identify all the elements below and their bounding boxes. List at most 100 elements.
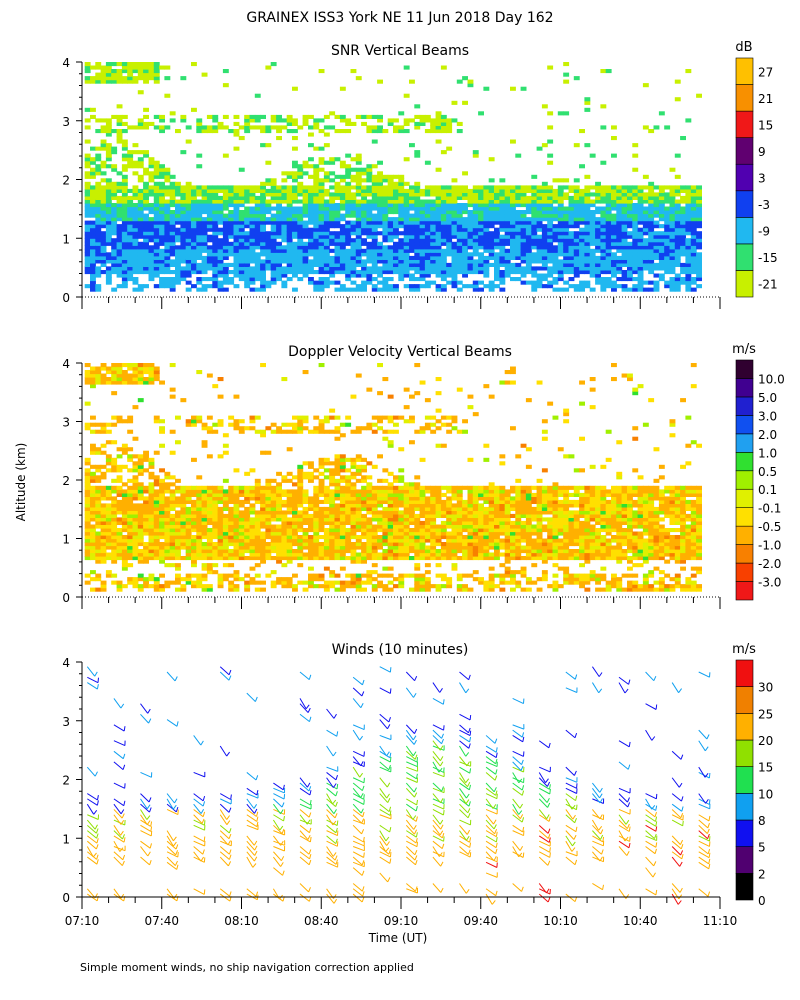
heat-cell	[430, 280, 437, 285]
heat-cell	[95, 72, 102, 77]
heat-cell	[132, 220, 139, 225]
heat-cell	[531, 270, 538, 275]
heat-cell	[318, 199, 325, 204]
heat-cell	[132, 535, 139, 540]
heat-cell	[233, 577, 240, 582]
heat-cell	[483, 248, 490, 253]
heat-cell	[579, 164, 585, 169]
heat-cell	[494, 210, 500, 215]
heat-cell	[121, 192, 128, 197]
heat-cell	[143, 65, 149, 70]
heat-cell	[377, 188, 383, 193]
heat-cell	[318, 178, 325, 183]
heat-cell	[520, 220, 527, 225]
heat-cell	[627, 203, 633, 208]
heat-cell	[627, 277, 633, 282]
heat-cell	[95, 468, 102, 473]
heat-cell	[281, 545, 288, 550]
heat-cell	[260, 531, 266, 536]
heat-cell	[105, 164, 112, 169]
heat-cell	[355, 210, 362, 215]
heat-cell	[159, 195, 165, 200]
heat-cell	[605, 270, 612, 275]
heat-cell	[696, 199, 702, 204]
heat-cell	[254, 520, 261, 525]
heat-cell	[105, 227, 112, 232]
heat-cell	[568, 234, 575, 239]
heat-cell	[260, 485, 266, 490]
heat-cell	[685, 210, 692, 215]
heat-cell	[121, 482, 128, 487]
heat-cell	[467, 255, 474, 260]
heat-cell	[90, 107, 96, 112]
heat-cell	[84, 206, 91, 211]
heat-cell	[494, 195, 500, 200]
heat-cell	[313, 520, 320, 525]
heat-cell	[116, 506, 123, 511]
heat-cell	[180, 224, 187, 229]
heat-cell	[595, 220, 601, 225]
heat-cell	[430, 252, 437, 257]
heat-cell	[185, 188, 192, 193]
heat-cell	[132, 370, 139, 375]
heat-cell	[440, 125, 447, 130]
heat-cell	[116, 464, 123, 469]
heat-cell	[143, 499, 149, 504]
heat-cell	[595, 199, 601, 204]
heat-cell	[260, 538, 266, 543]
heat-cell	[148, 210, 155, 215]
heat-cell	[483, 188, 490, 193]
heat-cell	[621, 224, 628, 229]
heat-cell	[206, 552, 213, 557]
heat-cell	[387, 270, 394, 275]
heat-cell	[435, 167, 442, 172]
heat-cell	[191, 485, 197, 490]
heat-cell	[90, 415, 96, 420]
heat-cell	[371, 192, 378, 197]
heat-cell	[297, 206, 304, 211]
heat-cell	[164, 510, 171, 515]
heat-cell	[260, 143, 266, 148]
heat-cell	[238, 535, 245, 540]
heat-cell	[132, 492, 139, 497]
heat-cell	[121, 373, 128, 378]
heat-cell	[664, 241, 671, 246]
heat-cell	[696, 206, 702, 211]
heat-cell	[164, 531, 171, 536]
heat-cell	[339, 213, 346, 218]
heat-cell	[297, 238, 304, 243]
heat-cell	[233, 513, 240, 518]
heat-cell	[116, 231, 123, 236]
heat-cell	[440, 241, 447, 246]
heat-cell	[313, 224, 320, 229]
heat-cell	[579, 287, 585, 292]
heat-cell	[233, 552, 240, 557]
heat-cell	[260, 450, 266, 455]
heat-cell	[361, 114, 367, 119]
heat-cell	[302, 520, 309, 525]
heat-cell	[105, 457, 112, 462]
heat-cell	[371, 188, 378, 193]
heat-cell	[589, 192, 596, 197]
heat-cell	[132, 489, 139, 494]
heat-cell	[329, 238, 336, 243]
heat-cell	[297, 415, 304, 420]
heat-cell	[536, 227, 543, 232]
heat-cell	[637, 231, 644, 236]
heat-cell	[153, 482, 160, 487]
heat-cell	[409, 195, 415, 200]
heat-cell	[323, 199, 330, 204]
heat-cell	[414, 270, 421, 275]
heat-cell	[244, 471, 251, 476]
heat-cell	[254, 524, 261, 529]
heat-cell	[472, 224, 479, 229]
heat-cell	[249, 270, 256, 275]
heat-cell	[685, 273, 692, 278]
heat-cell	[292, 206, 298, 211]
heat-cell	[605, 248, 612, 253]
heat-cell	[121, 65, 128, 70]
heat-cell	[105, 213, 112, 218]
heat-cell	[132, 373, 139, 378]
heat-cell	[414, 287, 421, 292]
heat-cell	[238, 277, 245, 282]
